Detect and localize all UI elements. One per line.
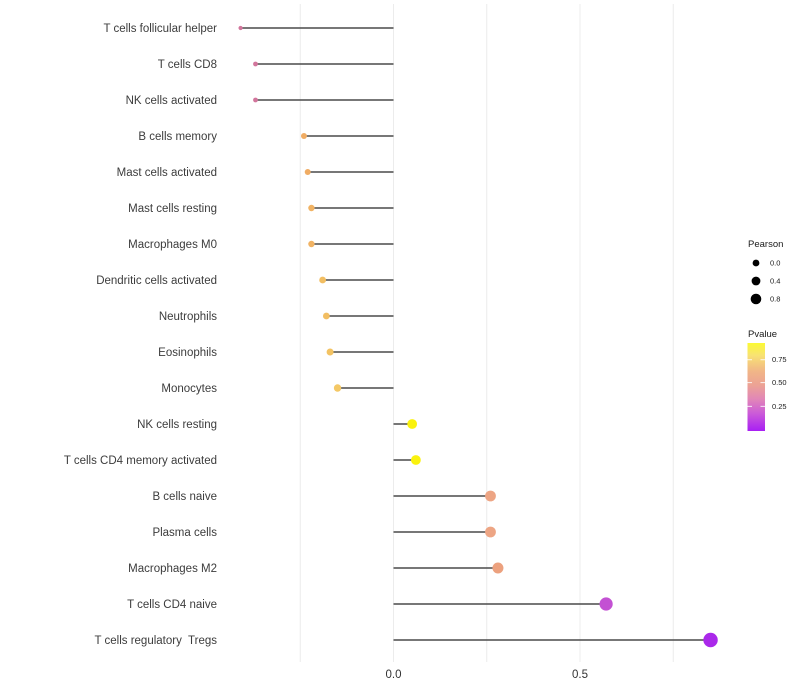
y-axis-label: Dendritic cells activated <box>96 275 217 287</box>
legend-size-dot <box>752 259 760 267</box>
y-axis-label: T cells CD8 <box>158 59 217 71</box>
lollipop-stems <box>240 27 711 641</box>
lollipop-dot <box>703 632 718 648</box>
lollipop-dot <box>333 384 342 392</box>
y-axis-label: T cells CD4 memory activated <box>64 455 217 467</box>
gridlines <box>299 4 674 662</box>
y-axis-label: T cells follicular helper <box>103 23 217 35</box>
lollipop-dot <box>326 348 334 356</box>
y-axis-label: Macrophages M0 <box>128 239 217 251</box>
lollipop-dot <box>308 204 315 212</box>
y-axis-label: Mast cells resting <box>128 203 217 215</box>
legend-size-label: 0.4 <box>770 277 780 286</box>
y-axis-label: Macrophages M2 <box>128 563 217 575</box>
lollipop-dot <box>238 25 243 31</box>
legend-size-label: 0.0 <box>770 259 780 268</box>
lollipop-dot <box>492 562 504 574</box>
legend-pvalue-title: Pvalue <box>748 329 777 340</box>
y-axis-label: Monocytes <box>161 383 217 395</box>
y-axis-label: Plasma cells <box>152 527 217 539</box>
y-axis-label: Mast cells activated <box>117 167 217 179</box>
y-axis-label: T cells regulatory Tregs <box>94 635 217 647</box>
y-axis-label: B cells memory <box>138 131 217 143</box>
lollipop-dot <box>485 526 496 538</box>
lollipop-dot <box>253 97 258 103</box>
y-axis-label: NK cells resting <box>137 419 217 431</box>
x-tick-label: 0.0 <box>386 669 402 681</box>
y-axis-label: Eosinophils <box>158 347 217 359</box>
lollipop-dots <box>238 25 718 648</box>
lollipop-dot <box>485 490 496 502</box>
lollipop-dot <box>407 419 418 429</box>
y-axis-label: NK cells activated <box>126 95 217 107</box>
lollipop-dot <box>304 169 311 175</box>
legend-gradient-bar <box>747 343 765 431</box>
legend: Pearson 0.0 0.4 0.8 Pvalue 0.75 0.50 0.25 <box>747 239 787 431</box>
lollipop-dot <box>253 61 258 67</box>
legend-size-label: 0.8 <box>770 295 780 304</box>
lollipop-dot <box>308 240 315 248</box>
y-axis-label: Neutrophils <box>159 311 217 323</box>
y-axis-labels: T cells follicular helper T cells CD8 NK c… <box>64 23 217 647</box>
legend-size-dot <box>750 293 762 305</box>
legend-gradient-tick-label: 0.50 <box>772 378 787 387</box>
lollipop-dot <box>322 312 330 320</box>
lollipop-dot <box>410 455 421 465</box>
lollipop-dot <box>599 597 613 611</box>
x-axis-tick-labels: 0.0 0.5 <box>386 669 589 681</box>
y-axis-label: T cells CD4 naive <box>127 599 217 611</box>
lollipop-dot <box>319 276 327 284</box>
lollipop-dot <box>300 133 307 139</box>
y-axis-label: B cells naive <box>152 491 217 503</box>
legend-gradient-tick-label: 0.25 <box>772 402 787 411</box>
legend-pearson-title: Pearson <box>748 239 783 250</box>
x-tick-label: 0.5 <box>572 669 588 681</box>
legend-size-dot <box>751 276 761 286</box>
legend-gradient-tick-label: 0.75 <box>772 355 787 364</box>
